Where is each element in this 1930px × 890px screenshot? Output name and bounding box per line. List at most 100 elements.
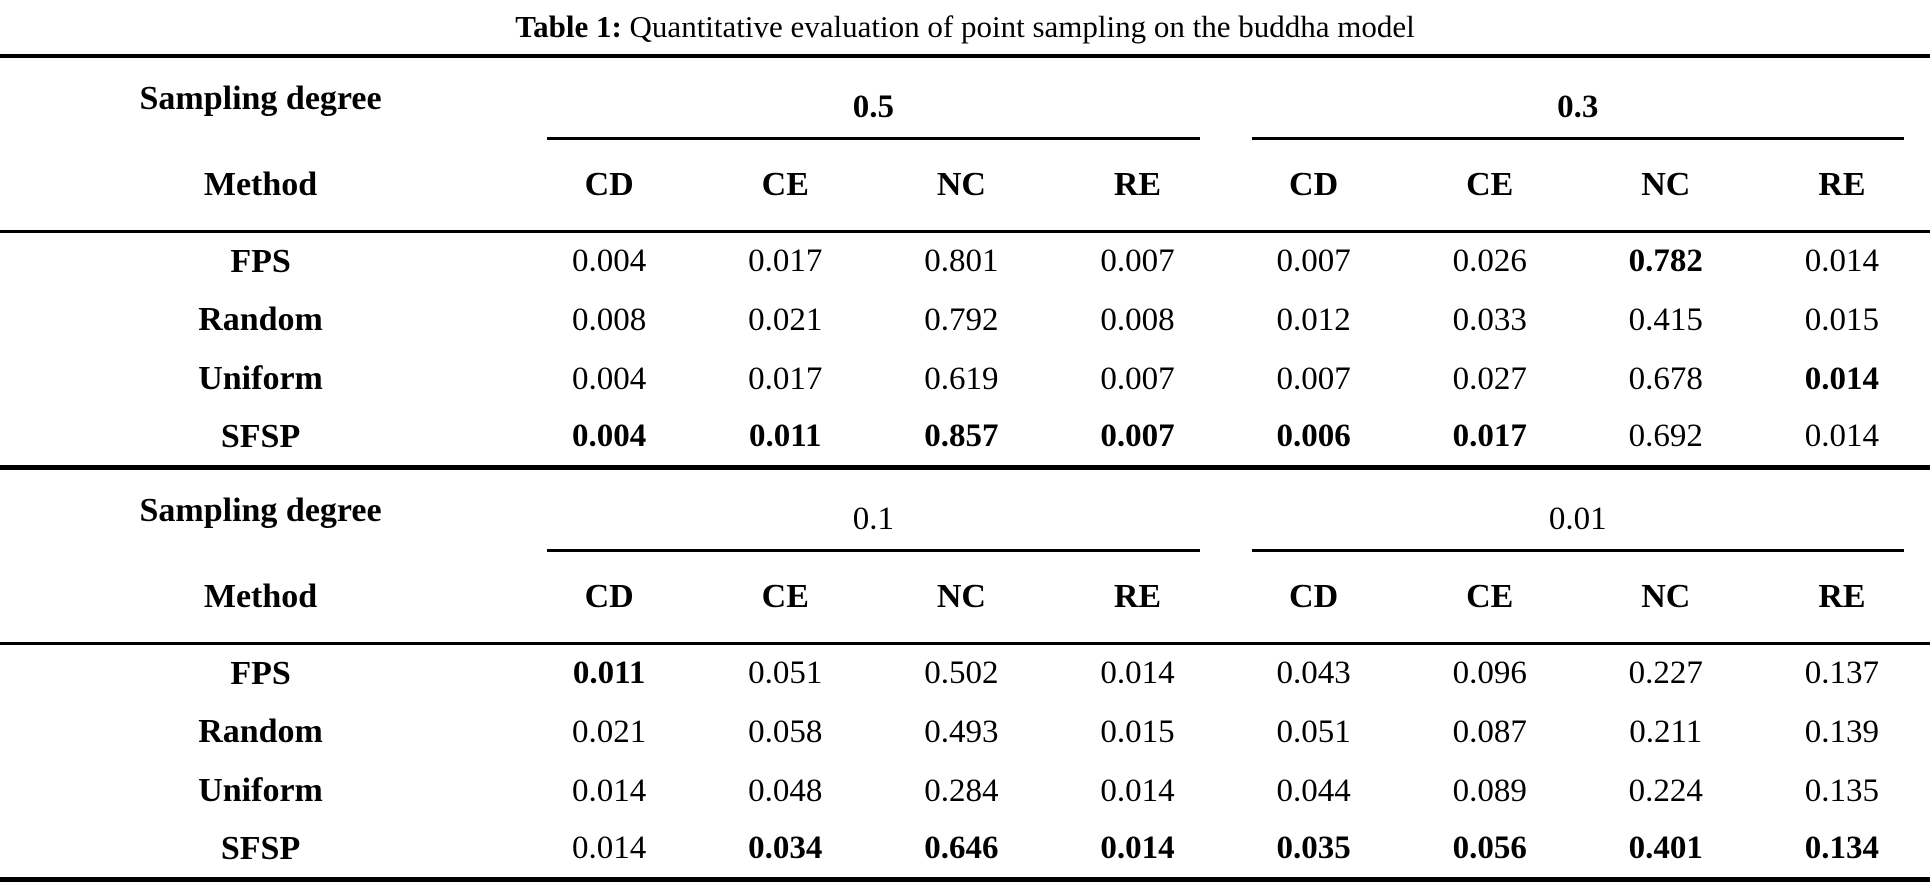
value-cell: 0.014 <box>1100 772 1175 809</box>
value-cell: 0.857 <box>924 418 999 455</box>
method-header: Method <box>0 552 522 645</box>
value-cell: 0.044 <box>1276 772 1351 809</box>
value-cell: 0.008 <box>572 301 647 338</box>
value-cell: 0.801 <box>924 243 999 280</box>
value-cell: 0.007 <box>1100 243 1175 280</box>
value-cell: 0.008 <box>1100 301 1175 338</box>
method-label: FPS <box>230 654 291 692</box>
value-cell: 0.678 <box>1628 360 1703 397</box>
value-cell: 0.139 <box>1804 713 1880 750</box>
value-cell: 0.135 <box>1804 772 1880 809</box>
value-cell: 0.017 <box>1452 418 1527 455</box>
method-row-sfsp: SFSP 0.014 0.034 0.646 0.014 0.035 0.056 0.401 0… <box>0 821 1930 880</box>
method-row-random: Random 0.008 0.021 0.792 0.008 0.012 0.033 0.41… <box>0 291 1930 350</box>
value-cell: 0.007 <box>1276 243 1351 280</box>
value-cell: 0.048 <box>748 772 823 809</box>
sampling-degree-value: 0.3 <box>1251 91 1904 140</box>
value-cell: 0.004 <box>572 360 647 397</box>
value-cell: 0.043 <box>1276 655 1351 692</box>
degree-group-cell: 0.3 <box>1226 56 1930 140</box>
value-cell: 0.007 <box>1276 360 1351 397</box>
metric-header: RE <box>1753 552 1930 645</box>
metric-header: CD <box>1225 140 1402 233</box>
value-cell: 0.056 <box>1452 830 1527 867</box>
value-cell: 0.096 <box>1452 655 1527 692</box>
metric-header: RE <box>1753 140 1930 233</box>
metric-header: NC <box>1577 552 1754 645</box>
value-cell: 0.015 <box>1100 713 1175 750</box>
value-cell: 0.782 <box>1628 243 1703 280</box>
metric-header: RE <box>1049 552 1226 645</box>
table-caption: Table 1: Quantitative evaluation of poin… <box>0 0 1930 54</box>
value-cell: 0.026 <box>1452 243 1527 280</box>
method-row-uniform: Uniform 0.014 0.048 0.284 0.014 0.044 0.089 0.2… <box>0 762 1930 821</box>
method-row-uniform: Uniform 0.004 0.017 0.619 0.007 0.007 0.027 0.6… <box>0 350 1930 409</box>
sampling-degree-value: 0.01 <box>1251 503 1904 552</box>
value-cell: 0.284 <box>924 772 999 809</box>
metric-header: CE <box>1401 140 1578 233</box>
value-cell: 0.646 <box>924 830 999 867</box>
value-cell: 0.401 <box>1628 830 1703 867</box>
value-cell: 0.792 <box>924 301 999 338</box>
value-cell: 0.014 <box>1100 830 1175 867</box>
metric-header-row: Method CD CE NC RE CD CE NC RE <box>0 140 1930 233</box>
value-cell: 0.014 <box>572 772 647 809</box>
value-cell: 0.017 <box>748 243 823 280</box>
value-cell: 0.051 <box>1276 713 1351 750</box>
degree-group-cell: 0.5 <box>521 56 1225 140</box>
sampling-degree-header: Sampling degree <box>139 80 382 117</box>
value-cell: 0.415 <box>1628 301 1703 338</box>
value-cell: 0.006 <box>1276 418 1351 455</box>
method-label: Random <box>198 301 323 338</box>
value-cell: 0.004 <box>572 243 647 280</box>
method-label: FPS <box>230 242 291 280</box>
value-cell: 0.087 <box>1452 713 1527 750</box>
value-cell: 0.012 <box>1276 301 1351 338</box>
method-label: Uniform <box>198 772 323 809</box>
value-cell: 0.137 <box>1804 655 1880 692</box>
value-cell: 0.014 <box>572 830 647 867</box>
sampling-degree-value: 0.1 <box>547 503 1200 552</box>
value-cell: 0.004 <box>572 418 647 455</box>
metric-header: CE <box>697 140 874 233</box>
value-cell: 0.027 <box>1452 360 1527 397</box>
value-cell: 0.007 <box>1100 360 1175 397</box>
metric-header: CD <box>1225 552 1402 645</box>
value-cell: 0.014 <box>1804 243 1880 280</box>
table-caption-label: Table 1: <box>515 9 622 44</box>
value-cell: 0.014 <box>1804 418 1880 455</box>
degree-group-cell: 0.01 <box>1225 465 1930 552</box>
value-cell: 0.015 <box>1804 301 1880 338</box>
degree-header-row: Sampling degree 0.1 0.01 <box>0 465 1930 552</box>
method-row-fps: FPS 0.004 0.017 0.801 0.007 0.007 0.026 0.782 0.… <box>0 232 1930 291</box>
value-cell: 0.014 <box>1100 655 1175 692</box>
metric-header-row: Method CD CE NC RE CD CE NC RE <box>0 552 1930 645</box>
method-row-random: Random 0.021 0.058 0.493 0.015 0.051 0.087 0.21… <box>0 703 1930 762</box>
sampling-degree-value: 0.5 <box>547 91 1200 140</box>
metric-header: CD <box>521 140 698 233</box>
metric-header: RE <box>1049 140 1226 233</box>
value-cell: 0.058 <box>748 713 823 750</box>
method-header: Method <box>0 140 522 233</box>
degree-header-row: Sampling degree 0.5 0.3 <box>0 56 1930 140</box>
table-caption-text: Quantitative evaluation of point samplin… <box>621 9 1415 44</box>
metric-header: NC <box>1577 140 1754 233</box>
value-cell: 0.134 <box>1804 830 1880 867</box>
method-row-fps: FPS 0.011 0.051 0.502 0.014 0.043 0.096 0.227 0.… <box>0 644 1930 703</box>
metric-header: CE <box>697 552 874 645</box>
value-cell: 0.011 <box>572 655 646 692</box>
metric-header: NC <box>873 552 1050 645</box>
value-cell: 0.033 <box>1452 301 1527 338</box>
results-table: Sampling degree 0.5 0.3 Method CD CE NC RE CD CE N… <box>0 54 1930 882</box>
value-cell: 0.493 <box>924 713 999 750</box>
value-cell: 0.224 <box>1628 772 1703 809</box>
method-row-sfsp: SFSP 0.004 0.011 0.857 0.007 0.006 0.017 0.692 0… <box>0 409 1930 468</box>
value-cell: 0.021 <box>748 301 823 338</box>
value-cell: 0.692 <box>1628 418 1703 455</box>
sampling-degree-header: Sampling degree <box>0 465 522 552</box>
method-label: SFSP <box>220 417 301 455</box>
value-cell: 0.034 <box>748 830 823 867</box>
metric-header: CE <box>1401 552 1578 645</box>
method-label: Random <box>198 713 323 750</box>
